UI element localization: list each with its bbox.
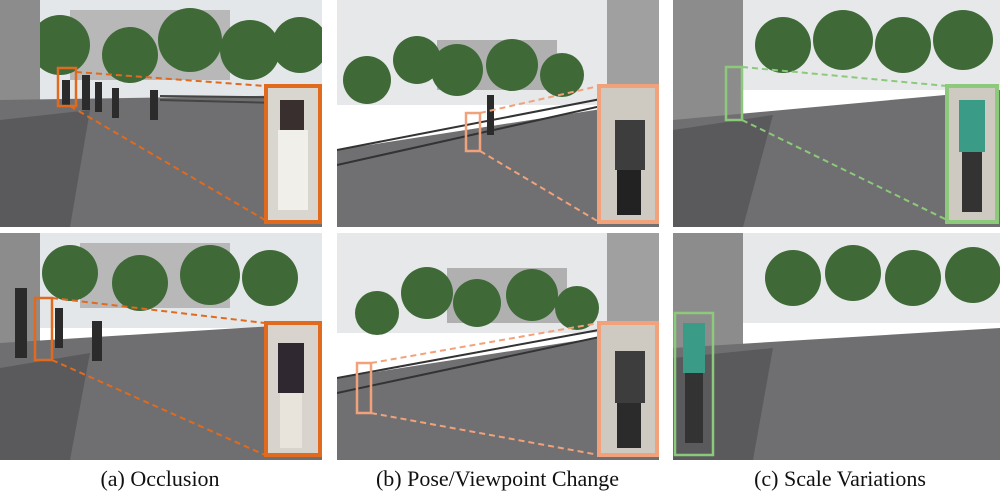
panel-a-bottom [0,233,322,460]
scene-c-bottom [673,233,1000,460]
panel-a-top [0,0,322,227]
scene-a-bottom [0,233,322,460]
scene-b-bottom [337,233,659,460]
scene-a-top [0,0,322,227]
panel-c-bottom [673,233,1000,460]
caption-pose-viewpoint-change: (b) Pose/Viewpoint Change [375,466,620,491]
panel-b-bottom [337,233,659,460]
panel-c-top [673,0,1000,227]
panel-b-top [337,0,659,227]
scene-c-top [673,0,1000,227]
caption-occlusion: (a) Occlusion [100,466,220,491]
caption-scale-variations: (c) Scale Variations [754,466,926,491]
scene-b-top [337,0,659,227]
